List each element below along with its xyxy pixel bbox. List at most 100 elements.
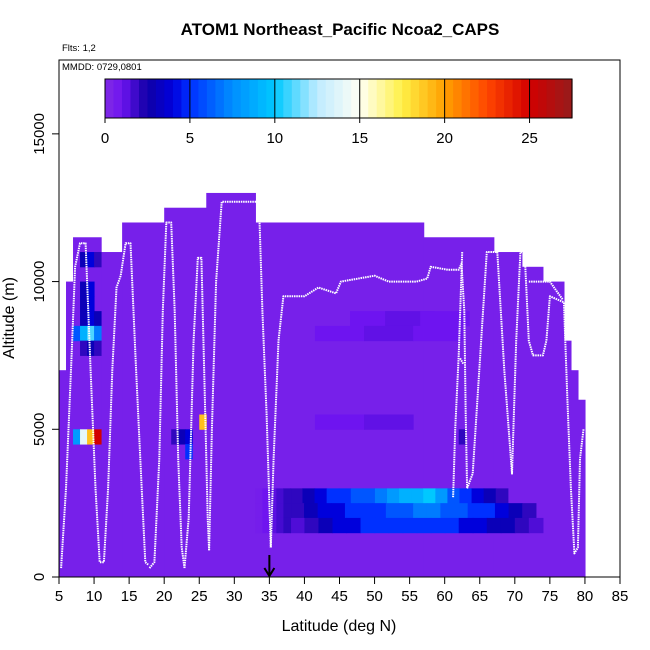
flights-label: Flts: 1,2 [62, 43, 96, 54]
band-cell [269, 503, 277, 519]
band-cell [283, 503, 292, 519]
x-axis: 5 10 15 20 25 30 35 40 45 50 55 60 65 70 75 80 85 [55, 577, 629, 605]
colorbar-tick-label: 15 [351, 130, 368, 147]
colorbar-swatch [206, 79, 216, 118]
x-tick-label: 70 [506, 588, 523, 605]
flight-track-segment [208, 200, 272, 551]
x-tick-label: 25 [191, 588, 208, 605]
colorbar-swatch [385, 79, 395, 118]
heatmap-cell [87, 429, 95, 445]
band-cell [435, 488, 449, 504]
band-cell [302, 488, 316, 504]
colorbar-swatch [164, 79, 174, 118]
band-cell [358, 503, 373, 519]
y-axis-label: Altitude (m) [1, 277, 18, 359]
heatmap-cell [87, 281, 95, 297]
band-cell [385, 503, 401, 519]
heatmap-cell [80, 311, 88, 327]
heatmap-cell [420, 311, 470, 327]
band-cell [255, 488, 263, 504]
heatmap-cell [87, 340, 95, 356]
colorbar-swatch [240, 79, 250, 118]
colorbar-swatch [155, 79, 166, 118]
colorbar-swatch [393, 79, 403, 118]
colorbar-swatch [308, 79, 318, 118]
colorbar-swatch [325, 79, 335, 118]
colorbar-swatch [478, 79, 488, 118]
coverage-column [206, 192, 256, 577]
colorbar-swatch [317, 79, 327, 118]
colorbar-swatch [546, 79, 556, 118]
colorbar-swatch [189, 79, 199, 118]
colorbar-swatch [504, 79, 514, 118]
flight-track-segment [269, 251, 585, 555]
heatmap-cell [73, 325, 81, 342]
colorbar-tick-label: 10 [266, 130, 283, 147]
colorbar-swatch [436, 79, 446, 118]
heatmap-cell [171, 429, 179, 445]
x-tick-label: 40 [296, 588, 313, 605]
band-cell [471, 488, 485, 504]
band-cell [344, 503, 360, 519]
colorbar-swatch [300, 79, 310, 118]
band-cell [467, 503, 482, 519]
x-tick-label: 20 [156, 588, 173, 605]
x-tick-label: 85 [612, 588, 629, 605]
band-cell [262, 503, 270, 519]
band-cell [472, 517, 488, 534]
band-cell [276, 488, 284, 504]
heatmap-cell [185, 429, 193, 445]
colorbar-swatch [223, 79, 233, 118]
x-tick-label: 5 [55, 588, 63, 605]
heatmap-cell [80, 325, 88, 342]
colorbar-swatch [359, 79, 369, 118]
colorbar-swatch [461, 79, 471, 118]
band-cell [459, 488, 473, 504]
band-cell [399, 503, 414, 519]
band-cell [387, 488, 400, 504]
band-cell [283, 517, 292, 534]
y-tick-label: 5000 [31, 413, 48, 446]
colorbar-swatch [368, 79, 378, 118]
heatmap-cell [87, 325, 95, 342]
x-tick-label: 80 [577, 588, 594, 605]
heatmap-cell [94, 311, 102, 327]
colorbar-swatch [257, 79, 267, 118]
coverage-column [164, 207, 207, 577]
band-cell [416, 517, 432, 534]
colorbar-swatch [555, 79, 565, 118]
band-cell [411, 488, 424, 504]
marker-head [263, 567, 276, 578]
flight-track-segment [528, 280, 564, 300]
band-cell [454, 503, 469, 519]
band-cell [346, 517, 362, 534]
x-tick-label: 50 [366, 588, 383, 605]
band-cell [500, 517, 516, 534]
band-cell [423, 488, 436, 504]
colorbar-swatch [419, 79, 429, 118]
colorbar-swatch [181, 79, 191, 118]
band-cell [276, 503, 284, 519]
heatmap-cell [80, 340, 88, 356]
x-axis-label: Latitude (deg N) [282, 618, 397, 635]
colorbar-tick-label: 0 [101, 130, 109, 147]
latitude-marker-arrow [263, 555, 276, 578]
band-cell [317, 503, 332, 519]
dates-label: MMDD: 0729,0801 [62, 62, 142, 73]
band-cell [332, 517, 348, 534]
x-tick-label: 35 [261, 588, 278, 605]
colorbar-swatch [351, 79, 361, 118]
band-cell [514, 517, 530, 534]
band-cell [304, 517, 320, 534]
band-cell [290, 488, 304, 504]
heatmap-cell [413, 325, 463, 342]
heatmap-cell [73, 429, 81, 445]
flight-track-segment [452, 251, 464, 498]
x-tick-label: 30 [226, 588, 243, 605]
band-cell [255, 503, 263, 519]
heatmap-cell [87, 311, 95, 327]
colorbar-swatch [512, 79, 522, 118]
colorbar-swatch [529, 79, 539, 118]
heatmap-cell [94, 340, 102, 356]
